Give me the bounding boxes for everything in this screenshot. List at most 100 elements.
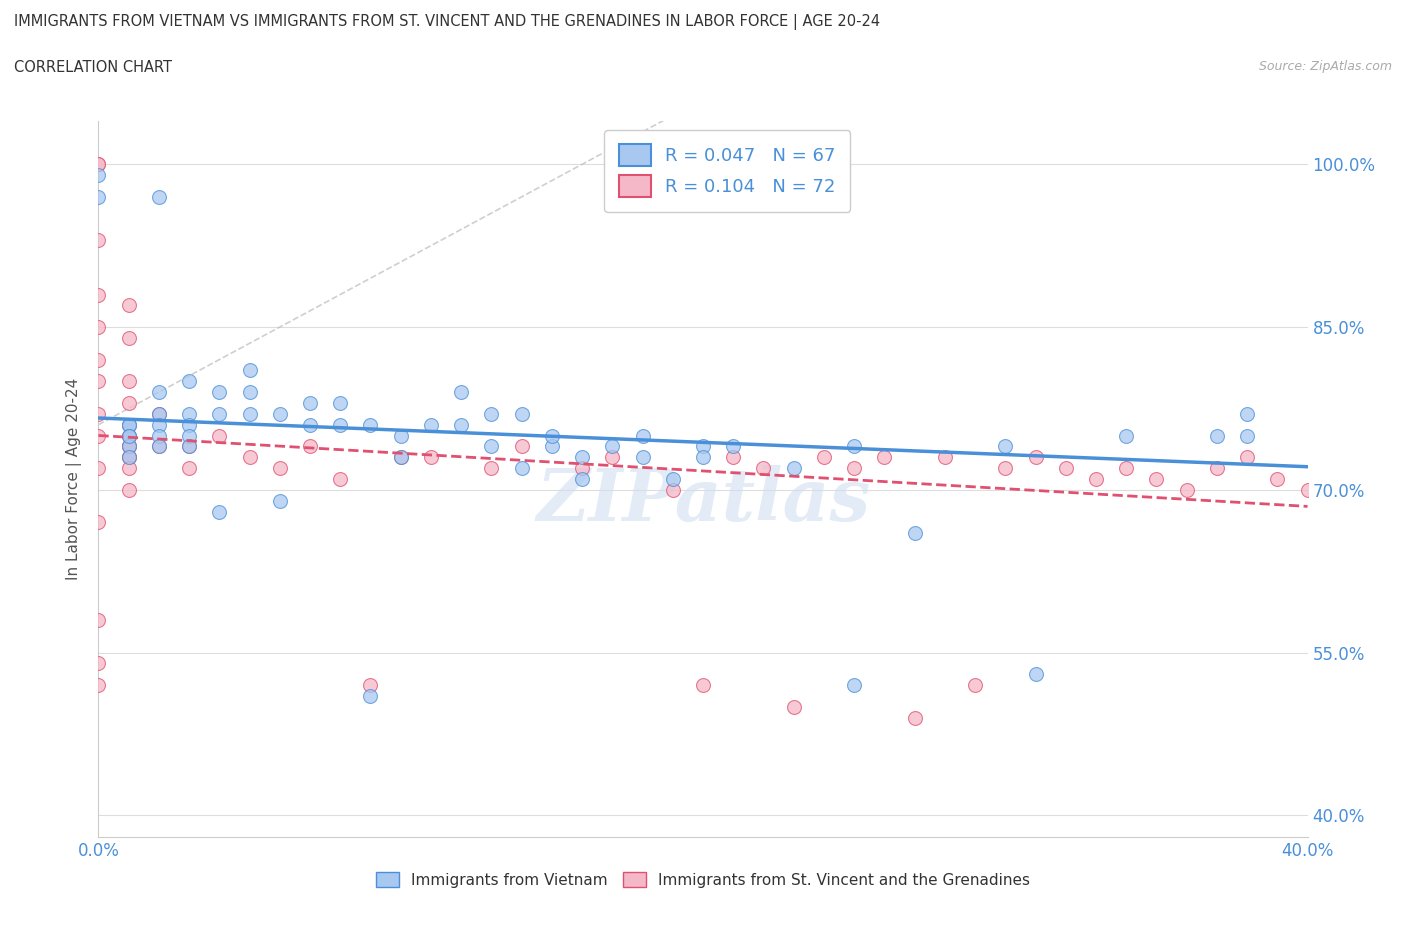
Point — [1206, 428, 1229, 443]
Point — [1115, 428, 1137, 443]
Point — [631, 450, 654, 465]
Point — [118, 395, 141, 410]
Point — [965, 678, 987, 693]
Point — [179, 418, 201, 432]
Point — [299, 418, 322, 432]
Point — [631, 428, 654, 443]
Point — [1386, 460, 1406, 475]
Point — [118, 439, 141, 454]
Point — [571, 450, 593, 465]
Point — [1024, 667, 1046, 682]
Point — [329, 418, 352, 432]
Point — [1054, 460, 1077, 475]
Point — [844, 439, 866, 454]
Point — [360, 418, 382, 432]
Point — [813, 450, 835, 465]
Point — [208, 428, 231, 443]
Point — [87, 157, 110, 172]
Point — [299, 439, 322, 454]
Point — [299, 395, 322, 410]
Point — [692, 450, 714, 465]
Point — [510, 439, 533, 454]
Point — [1236, 406, 1258, 421]
Point — [1175, 483, 1198, 498]
Point — [118, 428, 141, 443]
Point — [87, 320, 110, 335]
Point — [783, 460, 806, 475]
Point — [118, 428, 141, 443]
Point — [179, 460, 201, 475]
Point — [723, 439, 745, 454]
Point — [269, 406, 291, 421]
Point — [87, 515, 110, 530]
Point — [118, 439, 141, 454]
Point — [783, 699, 806, 714]
Point — [148, 190, 170, 205]
Point — [148, 418, 170, 432]
Point — [844, 460, 866, 475]
Point — [179, 374, 201, 389]
Text: IMMIGRANTS FROM VIETNAM VS IMMIGRANTS FROM ST. VINCENT AND THE GRENADINES IN LAB: IMMIGRANTS FROM VIETNAM VS IMMIGRANTS FR… — [14, 14, 880, 30]
Point — [118, 450, 141, 465]
Point — [994, 460, 1017, 475]
Point — [179, 439, 201, 454]
Point — [87, 374, 110, 389]
Point — [118, 450, 141, 465]
Text: Source: ZipAtlas.com: Source: ZipAtlas.com — [1258, 60, 1392, 73]
Point — [179, 406, 201, 421]
Point — [118, 483, 141, 498]
Point — [87, 678, 110, 693]
Point — [934, 450, 956, 465]
Point — [540, 439, 562, 454]
Point — [692, 439, 714, 454]
Point — [692, 678, 714, 693]
Point — [1267, 472, 1289, 486]
Point — [661, 483, 683, 498]
Point — [208, 504, 231, 519]
Point — [1357, 483, 1379, 498]
Point — [661, 472, 683, 486]
Point — [87, 352, 110, 367]
Point — [87, 157, 110, 172]
Point — [208, 385, 231, 400]
Point — [571, 472, 593, 486]
Point — [510, 406, 533, 421]
Point — [179, 439, 201, 454]
Point — [87, 460, 110, 475]
Point — [239, 363, 262, 378]
Point — [1206, 460, 1229, 475]
Point — [873, 450, 896, 465]
Point — [87, 428, 110, 443]
Point — [87, 167, 110, 182]
Point — [87, 406, 110, 421]
Point — [420, 450, 443, 465]
Y-axis label: In Labor Force | Age 20-24: In Labor Force | Age 20-24 — [66, 378, 83, 580]
Point — [239, 406, 262, 421]
Point — [723, 450, 745, 465]
Point — [571, 460, 593, 475]
Point — [118, 374, 141, 389]
Text: CORRELATION CHART: CORRELATION CHART — [14, 60, 172, 75]
Point — [148, 406, 170, 421]
Point — [179, 428, 201, 443]
Point — [118, 428, 141, 443]
Point — [148, 406, 170, 421]
Point — [118, 450, 141, 465]
Point — [239, 385, 262, 400]
Point — [540, 428, 562, 443]
Point — [1144, 472, 1167, 486]
Point — [208, 406, 231, 421]
Point — [389, 450, 412, 465]
Point — [994, 439, 1017, 454]
Point — [239, 450, 262, 465]
Point — [360, 688, 382, 703]
Point — [87, 656, 110, 671]
Point — [1085, 472, 1108, 486]
Point — [481, 460, 503, 475]
Point — [1327, 472, 1350, 486]
Point — [118, 460, 141, 475]
Point — [1115, 460, 1137, 475]
Point — [148, 439, 170, 454]
Point — [118, 330, 141, 345]
Point — [481, 439, 503, 454]
